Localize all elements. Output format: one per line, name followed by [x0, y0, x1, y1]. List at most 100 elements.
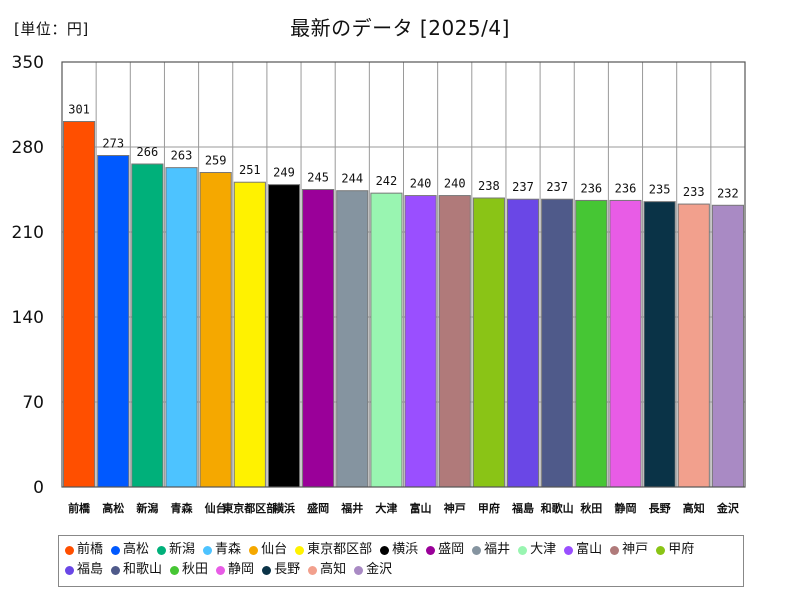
x-tick-label: 福井 [340, 501, 363, 515]
data-label: 273 [102, 137, 124, 151]
legend-item: 前橋 [65, 540, 103, 560]
x-tick-label: 長野 [649, 502, 671, 515]
data-label: 240 [410, 177, 432, 191]
legend-swatch [518, 545, 528, 555]
bar [711, 204, 744, 488]
legend-label: 前橋 [77, 542, 104, 557]
y-tick-label: 280 [12, 138, 44, 158]
legend-label: 盛岡 [438, 542, 465, 557]
x-tick-label: 金沢 [716, 501, 740, 515]
legend-swatch [354, 565, 364, 575]
bar [643, 201, 676, 488]
y-tick-label: 70 [22, 393, 44, 413]
legend-swatch [472, 545, 482, 555]
x-tick-label: 横浜 [273, 501, 295, 515]
legend-label: 青森 [215, 542, 242, 557]
data-label: 242 [376, 174, 398, 188]
data-label: 263 [171, 149, 193, 163]
data-label: 244 [341, 172, 363, 186]
legend-item: 仙台 [249, 540, 287, 560]
x-tick-label: 甲府 [478, 501, 500, 515]
chart-title: 最新のデータ [2025/4] [290, 16, 510, 40]
data-label: 251 [239, 163, 261, 177]
bar [677, 203, 710, 488]
legend-item: 甲府 [656, 540, 694, 560]
data-label: 301 [68, 103, 90, 117]
legend-label: 横浜 [392, 542, 419, 557]
legend-item: 長野 [262, 560, 300, 580]
legend-swatch [262, 565, 272, 575]
data-label: 249 [273, 166, 295, 180]
bar [438, 195, 471, 488]
legend-label: 高知 [320, 562, 347, 577]
legend-item: 盛岡 [426, 540, 464, 560]
legend-item: 富山 [564, 540, 602, 560]
x-tick-label: 神戸 [444, 501, 466, 515]
data-label: 233 [683, 185, 705, 199]
bar [336, 190, 369, 488]
bar [63, 121, 96, 488]
legend-swatch [610, 545, 620, 555]
x-tick-label: 和歌山 [541, 501, 574, 515]
legend-label: 新潟 [169, 542, 196, 557]
legend-label: 東京都区部 [307, 542, 373, 557]
legend-label: 長野 [274, 562, 301, 577]
legend-swatch [426, 545, 436, 555]
x-tick-label: 盛岡 [307, 501, 329, 515]
x-tick-label: 新潟 [136, 501, 158, 515]
legend-label: 福島 [77, 562, 104, 577]
legend-item: 福井 [472, 540, 510, 560]
legend-item: 金沢 [354, 560, 392, 580]
bar [97, 155, 130, 488]
bar [609, 199, 642, 488]
legend-label: 金沢 [366, 562, 393, 577]
bar [267, 184, 301, 488]
x-tick-label: 秋田 [580, 501, 602, 515]
data-label: 259 [205, 154, 227, 168]
bar-chart: 0 70 140 210 280 350 301 前橋 273 高松 266 新潟 263 青森 259 仙台… [12, 53, 746, 515]
legend-label: 富山 [576, 542, 603, 557]
data-label: 236 [615, 181, 637, 195]
legend-item: 青森 [203, 540, 241, 560]
data-label: 245 [307, 171, 329, 185]
legend-swatch [308, 565, 318, 575]
y-tick-label: 210 [12, 223, 44, 243]
bar [472, 197, 505, 488]
data-label: 238 [478, 179, 500, 193]
legend-label: 和歌山 [123, 562, 163, 577]
x-tick-label: 前橋 [68, 501, 91, 515]
data-label: 236 [580, 181, 602, 195]
legend-item: 東京都区部 [295, 540, 372, 560]
legend-item: 秋田 [170, 560, 208, 580]
bar [575, 199, 608, 488]
y-tick-label: 140 [12, 308, 44, 328]
legend-item: 神戸 [610, 540, 648, 560]
x-tick-label: 富山 [410, 501, 432, 515]
bar [131, 163, 164, 488]
legend-label: 大津 [530, 542, 557, 557]
legend-label: 仙台 [261, 542, 288, 557]
x-tick-label: 青森 [171, 501, 194, 515]
bar [233, 181, 266, 488]
bar [541, 198, 574, 488]
bar [370, 192, 403, 488]
x-tick-label: 仙台 [205, 501, 227, 515]
legend-swatch [203, 545, 213, 555]
legend-swatch [65, 565, 74, 575]
bar [199, 172, 232, 488]
legend-swatch [656, 545, 666, 555]
legend-swatch [564, 545, 574, 555]
data-label: 237 [512, 180, 534, 194]
legend-swatch [170, 565, 180, 575]
legend-swatch [111, 545, 121, 555]
y-tick-label: 0 [33, 478, 44, 498]
legend-swatch [295, 545, 305, 555]
x-tick-label: 高松 [102, 501, 124, 515]
bar [165, 167, 198, 488]
legend-item: 高松 [111, 540, 149, 560]
legend-swatch [111, 565, 121, 575]
data-label: 232 [717, 186, 739, 200]
legend-item: 高知 [308, 560, 346, 580]
legend-label: 静岡 [228, 562, 255, 577]
legend-label: 神戸 [622, 542, 649, 557]
